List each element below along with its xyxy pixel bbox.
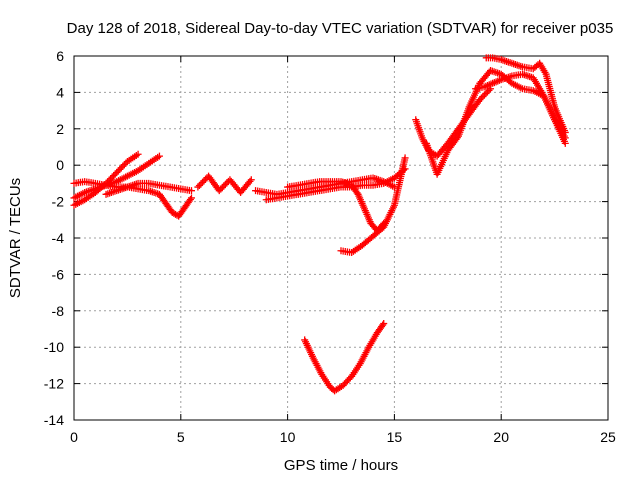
series-track-a bbox=[70, 150, 142, 209]
tick-layer: 0 5 10 15 20 25 -14 -12 -10 -8 -6 -4 -2 0 2 4 6 bbox=[44, 48, 616, 445]
data-point bbox=[479, 93, 487, 101]
data-point bbox=[200, 177, 208, 185]
y-tick-label: 4 bbox=[56, 84, 64, 100]
data-point bbox=[379, 321, 387, 329]
data-point bbox=[119, 162, 127, 170]
data-point bbox=[198, 178, 206, 186]
data-point bbox=[221, 180, 229, 188]
series-track-c bbox=[70, 178, 195, 220]
data-point bbox=[380, 320, 388, 328]
y-tick-label: -2 bbox=[52, 194, 65, 210]
data-point bbox=[187, 187, 195, 195]
series-track-f bbox=[252, 174, 398, 198]
series-track-k bbox=[412, 85, 495, 160]
series-track-e bbox=[194, 172, 255, 196]
data-point bbox=[218, 184, 226, 192]
data-point bbox=[107, 175, 115, 183]
data-point bbox=[110, 172, 118, 180]
y-tick-label: -4 bbox=[52, 230, 65, 246]
data-point bbox=[483, 88, 491, 96]
data-point bbox=[197, 180, 205, 188]
series-track-m bbox=[482, 54, 569, 136]
data-point bbox=[120, 161, 128, 169]
data-point bbox=[401, 154, 409, 162]
data-layer bbox=[70, 54, 569, 395]
data-point bbox=[187, 194, 195, 202]
data-point bbox=[247, 176, 255, 184]
series-track-i bbox=[337, 154, 409, 257]
grid-layer bbox=[74, 56, 608, 420]
data-point bbox=[186, 195, 194, 203]
y-tick-label: -6 bbox=[52, 266, 65, 282]
data-point bbox=[220, 182, 228, 190]
x-tick-label: 25 bbox=[600, 429, 616, 445]
data-point bbox=[246, 177, 254, 185]
y-axis-label: SDTVAR / TECUs bbox=[7, 178, 24, 298]
y-tick-label: -10 bbox=[44, 339, 64, 355]
data-point bbox=[453, 134, 461, 142]
data-point bbox=[114, 167, 122, 175]
series-track-n bbox=[472, 70, 569, 147]
data-point bbox=[111, 170, 119, 178]
data-point bbox=[108, 173, 116, 181]
x-tick-label: 20 bbox=[493, 429, 509, 445]
data-point bbox=[134, 150, 142, 158]
data-point bbox=[155, 152, 163, 160]
data-point bbox=[113, 168, 121, 176]
chart-title: Day 128 of 2018, Sidereal Day-to-day VTE… bbox=[67, 20, 614, 37]
x-tick-label: 15 bbox=[387, 429, 403, 445]
y-tick-label: 2 bbox=[56, 121, 64, 137]
data-point bbox=[561, 139, 569, 147]
data-point bbox=[482, 89, 490, 97]
x-tick-label: 0 bbox=[70, 429, 78, 445]
data-point bbox=[476, 96, 484, 104]
data-point bbox=[116, 165, 124, 173]
y-tick-label: -8 bbox=[52, 303, 65, 319]
y-tick-label: 0 bbox=[56, 157, 64, 173]
y-tick-label: -12 bbox=[44, 376, 64, 392]
x-tick-label: 10 bbox=[280, 429, 296, 445]
data-point bbox=[561, 128, 569, 136]
data-point bbox=[215, 187, 223, 195]
y-tick-label: 6 bbox=[56, 48, 64, 64]
series-track-h bbox=[284, 178, 388, 235]
data-point bbox=[117, 164, 125, 172]
data-point bbox=[477, 94, 485, 102]
data-point bbox=[217, 185, 225, 193]
x-tick-label: 5 bbox=[177, 429, 185, 445]
series-track-d bbox=[102, 179, 195, 198]
series-track-j bbox=[301, 320, 388, 395]
data-point bbox=[480, 91, 488, 99]
series-track-g bbox=[262, 165, 409, 204]
y-tick-label: -14 bbox=[44, 412, 64, 428]
x-axis-label: GPS time / hours bbox=[284, 457, 398, 474]
data-point bbox=[195, 181, 203, 189]
data-point bbox=[194, 183, 202, 191]
